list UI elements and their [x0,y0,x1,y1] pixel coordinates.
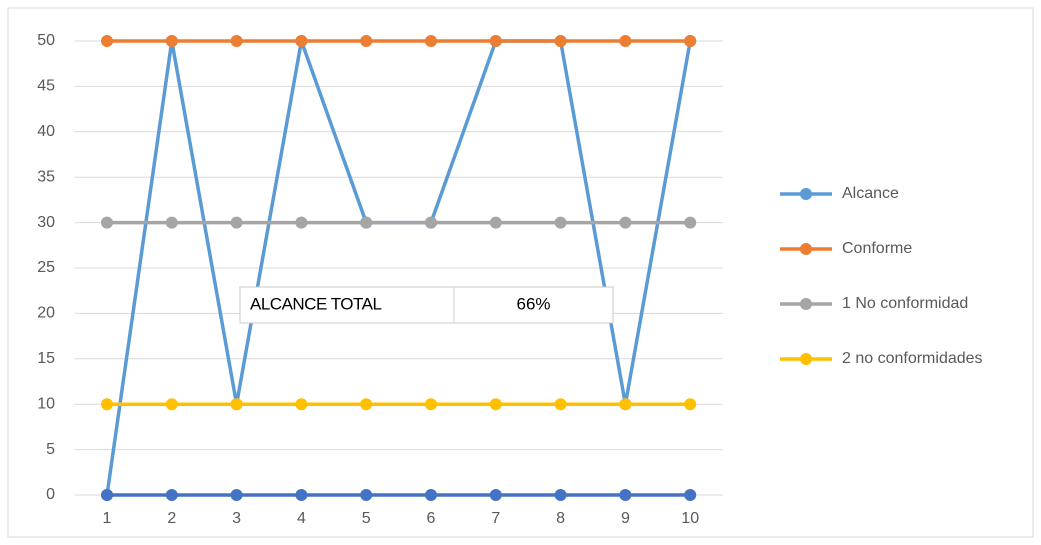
x-tick-label: 3 [232,510,241,527]
legend-marker [800,188,812,200]
data-point [165,216,178,229]
x-tick-label: 6 [427,510,436,527]
data-point [101,489,113,501]
data-point [165,398,178,411]
y-tick-label: 5 [46,441,55,458]
data-point [165,489,178,501]
data-point [554,398,567,411]
data-point [425,398,437,411]
data-point [554,216,567,229]
legend-label: 1 No conformidad [842,295,968,312]
y-tick-label: 50 [37,32,55,49]
data-point [425,216,437,229]
data-point [489,489,502,501]
x-tick-label: 7 [491,510,500,527]
data-point [230,398,243,411]
data-point [165,35,178,47]
data-point [489,35,502,47]
y-tick-label: 20 [37,305,55,322]
data-point [101,35,113,47]
data-point [295,216,308,229]
data-point [360,489,373,501]
data-point [360,216,373,229]
y-tick-label: 10 [37,395,55,412]
data-point [425,35,437,47]
data-point [554,489,567,501]
y-tick-label: 30 [37,214,55,231]
data-point [101,398,113,411]
y-tick-label: 35 [37,168,55,185]
y-tick-label: 45 [37,78,55,95]
data-point [295,489,308,501]
data-point [230,216,243,229]
data-point [684,216,697,229]
annotation-label: ALCANCE TOTAL [250,294,381,313]
data-point [295,398,308,411]
data-point [684,489,697,501]
data-point [230,489,243,501]
annotation-value: 66% [516,294,550,313]
legend-label: 2 no conformidades [842,350,983,367]
data-point [101,216,113,229]
y-tick-label: 15 [37,350,55,367]
data-point [554,35,567,47]
legend-marker [800,353,812,365]
legend-marker [800,298,812,310]
x-tick-label: 2 [167,510,176,527]
x-tick-label: 9 [621,510,630,527]
x-tick-label: 5 [362,510,371,527]
y-tick-label: 40 [37,123,55,140]
data-point [619,216,632,229]
y-tick-label: 0 [46,486,55,503]
x-tick-label: 8 [556,510,565,527]
annotation-box [239,286,614,324]
data-point [619,489,632,501]
data-point [360,398,373,411]
data-point [489,398,502,411]
data-point [230,35,243,47]
data-point [425,489,437,501]
x-tick-label: 4 [297,510,306,527]
data-point [360,35,373,47]
data-point [295,35,308,47]
data-point [619,35,632,47]
x-tick-label: 1 [103,510,112,527]
data-point [489,216,502,229]
data-point [684,35,697,47]
x-tick-label: 10 [681,510,699,527]
chart-frame [7,7,1034,538]
y-tick-label: 25 [37,259,55,276]
data-point [619,398,632,411]
legend-label: Conforme [842,240,912,257]
data-point [684,398,697,411]
legend-marker [800,243,812,255]
legend-label: Alcance [842,185,899,202]
